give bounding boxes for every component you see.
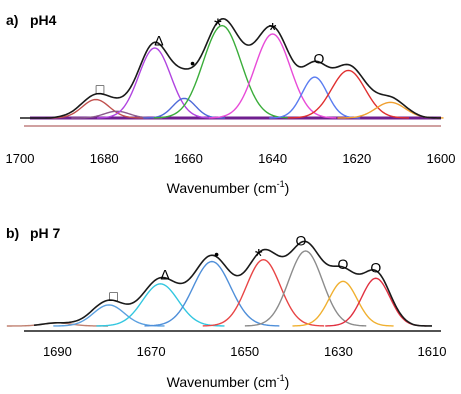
panel-a-marker-1: □ xyxy=(96,81,105,97)
panel-b-marker-5: O xyxy=(295,232,306,248)
panel-a-marker-3: • xyxy=(190,55,195,71)
panel-a-annotations: □ Δ • * * O xyxy=(96,16,325,97)
panel-b-x-axis-label-superscript: -1 xyxy=(277,373,285,383)
panel-a-x-axis-label-superscript: -1 xyxy=(277,179,285,189)
panel-a-component-band-4 xyxy=(143,97,226,119)
panel-b: b) pH 7 □ Δ • * O O O 1690 1670 1650 1630 1610 Wav… xyxy=(6,225,446,390)
panel-a: a) pH4 □ Δ • * * O 1700 1680 1660 1640 1620 1600 W… xyxy=(6,12,456,196)
panel-b-marker-3: • xyxy=(214,246,219,262)
panel-a-marker-4: * xyxy=(214,16,222,38)
panel-b-marker-4: * xyxy=(255,246,263,268)
panel-b-component-band-5 xyxy=(202,258,325,327)
panel-b-marker-6: O xyxy=(338,256,349,272)
panel-b-tick-label-1610: 1610 xyxy=(418,344,447,359)
panel-b-tick-label-1670: 1670 xyxy=(137,344,166,359)
panel-b-component-band-7 xyxy=(292,280,394,327)
panel-a-component-band-7 xyxy=(269,76,361,119)
panel-b-annotations: □ Δ • * O O O xyxy=(109,232,381,304)
panel-b-x-ticks: 1690 1670 1650 1630 1610 xyxy=(43,344,447,359)
panel-b-envelope-line xyxy=(33,240,433,327)
panel-a-x-axis-label: Wavenumber (cm-1) xyxy=(167,179,290,196)
panel-b-label: b) xyxy=(6,225,19,241)
panel-b-marker-1: □ xyxy=(109,288,118,304)
panel-b-tick-label-1630: 1630 xyxy=(324,344,353,359)
panel-b-component-band-8 xyxy=(325,277,427,327)
panel-a-component-band-5 xyxy=(153,24,291,119)
panel-a-component-band-3 xyxy=(97,47,213,119)
panel-a-baselines xyxy=(24,116,441,127)
panel-b-tick-label-1650: 1650 xyxy=(230,344,259,359)
panel-a-marker-2: Δ xyxy=(154,33,163,49)
panel-a-component-band-6 xyxy=(208,33,337,119)
panel-a-tick-label-1660: 1660 xyxy=(174,151,203,166)
panel-a-x-ticks: 1700 1680 1660 1640 1620 1600 xyxy=(6,151,456,166)
panel-a-tick-label-1600: 1600 xyxy=(427,151,456,166)
panel-b-marker-2: Δ xyxy=(160,266,169,282)
panel-a-marker-5: * xyxy=(269,20,277,42)
panel-a-tick-label-1700: 1700 xyxy=(6,151,35,166)
panel-b-component-band-4 xyxy=(144,260,280,327)
panel-b-series xyxy=(6,250,427,327)
panel-a-series xyxy=(47,24,444,119)
panel-a-tick-label-1680: 1680 xyxy=(90,151,119,166)
panel-b-x-axis-label: Wavenumber (cm-1) xyxy=(167,373,290,390)
panel-a-tick-label-1620: 1620 xyxy=(342,151,371,166)
panel-a-component-band-8 xyxy=(287,69,410,119)
panel-a-title: pH4 xyxy=(30,12,57,28)
panel-b-component-band-3 xyxy=(96,283,225,327)
panel-a-tick-label-1640: 1640 xyxy=(258,151,287,166)
panel-b-tick-label-1690: 1690 xyxy=(43,344,72,359)
panel-a-marker-6: O xyxy=(313,50,324,66)
panel-b-marker-7: O xyxy=(370,259,381,275)
panel-a-component-band-1 xyxy=(47,98,145,119)
panel-b-component-band-2 xyxy=(53,304,165,327)
panel-a-envelope-line xyxy=(20,17,442,119)
panel-a-label: a) xyxy=(6,12,18,28)
panel-b-title: pH 7 xyxy=(30,225,61,241)
